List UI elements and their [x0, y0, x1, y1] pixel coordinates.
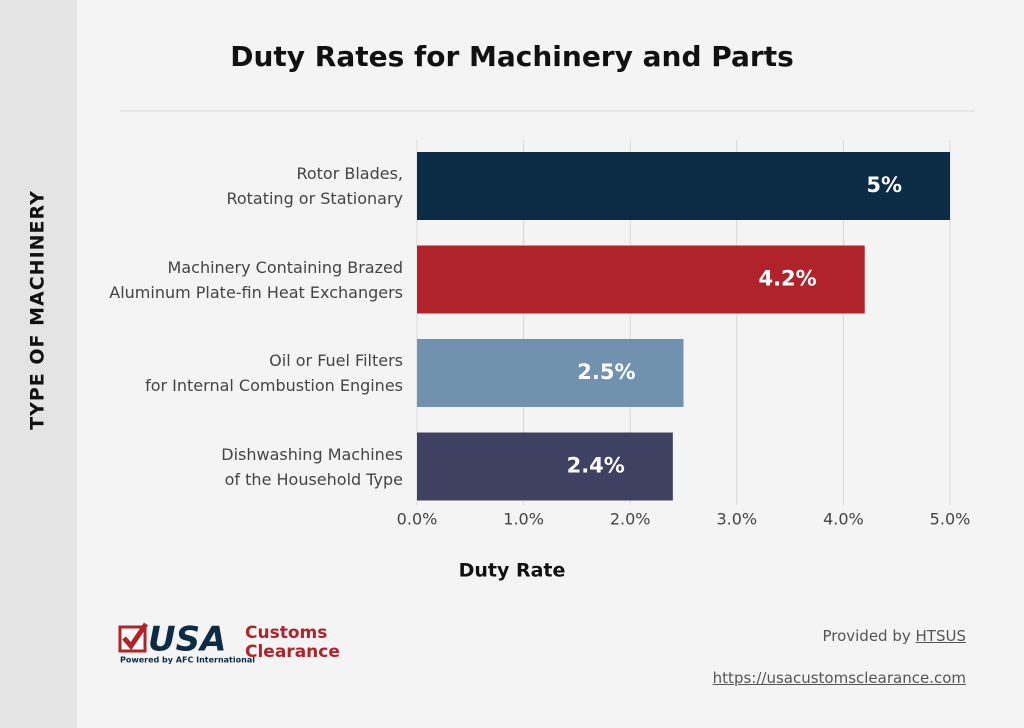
value-label: 5%	[866, 173, 902, 197]
x-tick-label: 3.0%	[716, 510, 757, 529]
value-label: 2.4%	[567, 454, 625, 478]
side-strip	[0, 0, 77, 728]
logo-tagline: Powered by AFC International	[120, 656, 255, 665]
value-label: 4.2%	[758, 267, 816, 291]
x-tick-label: 5.0%	[930, 510, 971, 529]
logo-name: Customs Clearance	[245, 623, 340, 662]
y-axis-label: TYPE OF MACHINERY	[27, 190, 49, 430]
category-label: Rotor Blades, Rotating or Stationary	[226, 164, 403, 208]
x-tick-label: 2.0%	[610, 510, 651, 529]
bar	[417, 432, 673, 501]
bar	[417, 245, 865, 314]
category-label: Machinery Containing Brazed Aluminum Pla…	[109, 257, 403, 302]
url-line: https://usacustomsclearance.com	[713, 669, 966, 687]
chart-title: Duty Rates for Machinery and Parts	[230, 40, 794, 73]
category-label: Dishwashing Machines of the Household Ty…	[221, 444, 403, 489]
x-tick-label: 4.0%	[823, 510, 864, 529]
url-link[interactable]: https://usacustomsclearance.com	[712, 669, 966, 687]
x-tick-label: 1.0%	[503, 510, 544, 529]
source-line: Provided by HTSUS	[822, 627, 966, 645]
bar	[417, 339, 684, 407]
source-link[interactable]: HTSUS	[915, 627, 966, 645]
value-label: 2.5%	[577, 360, 635, 384]
x-axis-label: Duty Rate	[459, 560, 566, 582]
provided-by: Provided by	[822, 627, 911, 645]
logo-check	[122, 622, 149, 651]
category-label: Oil or Fuel Filters for Internal Combust…	[145, 351, 403, 395]
bar	[417, 152, 950, 220]
x-tick-label: 0.0%	[397, 510, 438, 529]
bars: 5% 4.2% 2.5% 2.4%	[417, 152, 950, 501]
logo-mark: USA	[148, 620, 226, 660]
